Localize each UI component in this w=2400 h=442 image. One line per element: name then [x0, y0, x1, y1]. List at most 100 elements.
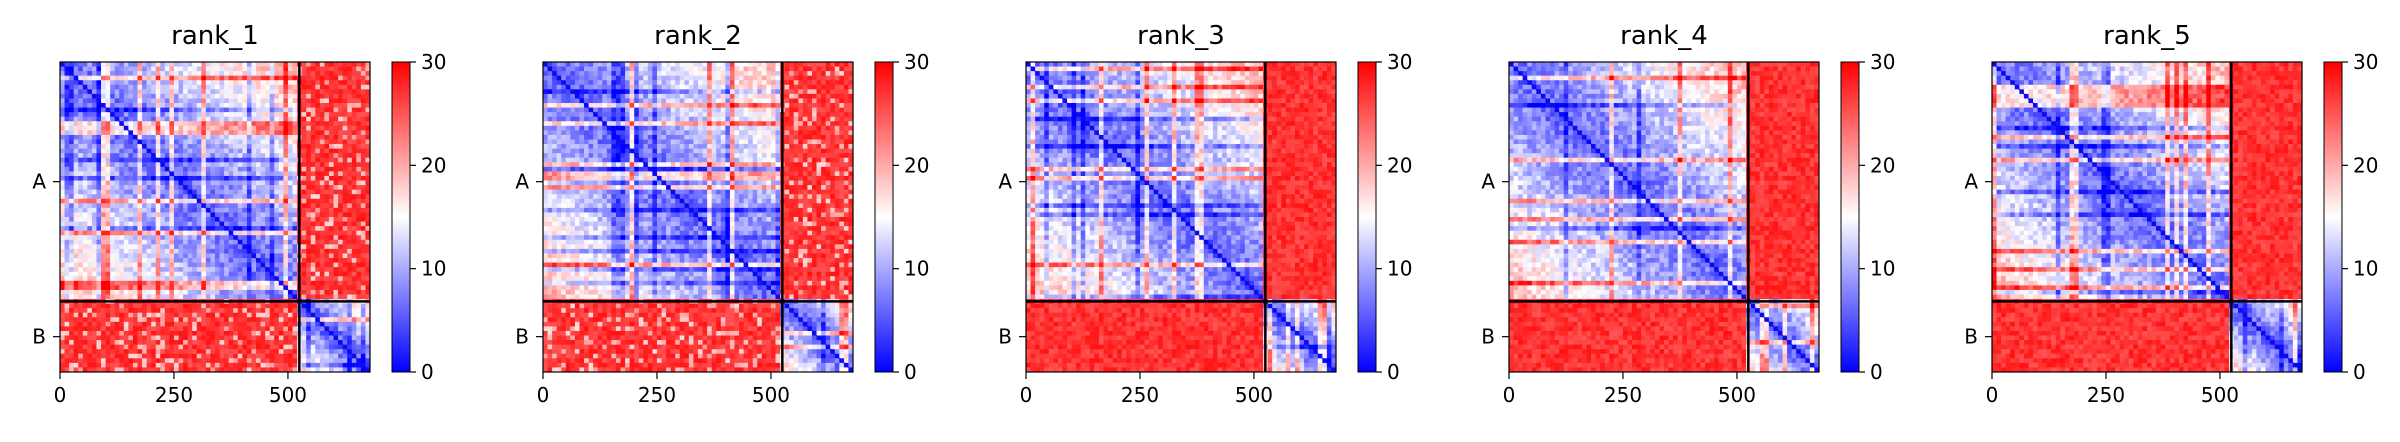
heatmap-cell [210, 135, 215, 140]
heatmap-cell [65, 258, 70, 263]
heatmap-cell [238, 167, 243, 172]
heatmap-cell [270, 208, 275, 213]
heatmap-cell [256, 94, 261, 99]
heatmap-cell [128, 171, 133, 176]
heatmap-cell [65, 281, 70, 286]
heatmap-cell [69, 267, 74, 272]
heatmap-cell [169, 226, 174, 231]
heatmap-cell [119, 85, 124, 90]
heatmap-cell [274, 249, 279, 254]
heatmap-cell [329, 158, 334, 163]
heatmap-cell [78, 203, 83, 208]
heatmap-cell [60, 267, 65, 272]
heatmap-cell [242, 94, 247, 99]
heatmap-cell [174, 126, 179, 131]
heatmap-cell [69, 322, 74, 327]
heatmap-cell [315, 194, 320, 199]
heatmap-cell [147, 194, 152, 199]
heatmap-cell [238, 208, 243, 213]
heatmap-cell [242, 345, 247, 350]
heatmap-cell [844, 71, 849, 76]
heatmap-cell [270, 149, 275, 154]
heatmap-cell [220, 276, 225, 281]
heatmap-cell [329, 326, 334, 331]
heatmap-cell [115, 135, 120, 140]
heatmap-cell [115, 89, 120, 94]
heatmap-cell [133, 190, 138, 195]
heatmap-cell [156, 322, 161, 327]
heatmap-cell [188, 212, 193, 217]
heatmap-cell [169, 249, 174, 254]
heatmap-cell [115, 130, 120, 135]
heatmap-cell [288, 126, 293, 131]
heatmap-cell [133, 235, 138, 240]
heatmap-cell [675, 62, 680, 67]
heatmap-cell [65, 240, 70, 245]
heatmap-cell [324, 112, 329, 117]
heatmap-cell [151, 67, 156, 72]
heatmap-cell [169, 194, 174, 199]
heatmap-cell [142, 295, 147, 300]
heatmap-cell [69, 76, 74, 81]
heatmap-cell [151, 272, 156, 277]
heatmap-cell [762, 80, 767, 85]
heatmap-cell [233, 153, 238, 158]
heatmap-cell [220, 98, 225, 103]
heatmap-cell [160, 263, 165, 268]
heatmap-cell [65, 336, 70, 341]
heatmap-cell [242, 162, 247, 167]
heatmap-cell [306, 285, 311, 290]
heatmap-cell [92, 185, 97, 190]
heatmap-cell [324, 349, 329, 354]
heatmap-cell [133, 153, 138, 158]
heatmap-cell [60, 272, 65, 277]
heatmap-cell [69, 354, 74, 359]
heatmap-cell [210, 176, 215, 181]
heatmap-cell [96, 181, 101, 186]
heatmap-cell [247, 240, 252, 245]
heatmap-cell [334, 267, 339, 272]
heatmap-cell [712, 71, 717, 76]
heatmap-cell [238, 354, 243, 359]
heatmap-cell [151, 71, 156, 76]
heatmap-cell [169, 217, 174, 222]
heatmap-cell [753, 80, 758, 85]
heatmap-cell [133, 199, 138, 204]
heatmap-cell [229, 258, 234, 263]
heatmap-cell [110, 322, 115, 327]
heatmap-cell [210, 345, 215, 350]
heatmap-cell [334, 80, 339, 85]
heatmap-cell [124, 171, 129, 176]
heatmap-cell [343, 135, 348, 140]
heatmap-cell [188, 194, 193, 199]
heatmap-cell [92, 345, 97, 350]
heatmap-cell [133, 194, 138, 199]
heatmap-cell [361, 276, 366, 281]
heatmap-cell [265, 208, 270, 213]
heatmap-cell [169, 263, 174, 268]
heatmap-cell [156, 222, 161, 227]
heatmap-cell [60, 130, 65, 135]
heatmap-cell [320, 285, 325, 290]
heatmap-cell [220, 354, 225, 359]
heatmap-cell [242, 176, 247, 181]
heatmap-cell [265, 322, 270, 327]
heatmap-cell [279, 149, 284, 154]
heatmap-cell [361, 144, 366, 149]
heatmap-cell [315, 144, 320, 149]
heatmap-cell [671, 67, 676, 72]
heatmap-cell [220, 253, 225, 258]
heatmap-cell [156, 108, 161, 113]
heatmap-cell [288, 267, 293, 272]
heatmap-cell [83, 130, 88, 135]
heatmap-cell [106, 199, 111, 204]
heatmap-cell [124, 304, 129, 309]
heatmap-cell [347, 340, 352, 345]
heatmap-cell [128, 108, 133, 113]
heatmap-cell [169, 190, 174, 195]
heatmap-cell [261, 158, 266, 163]
heatmap-cell [83, 162, 88, 167]
heatmap-cell [83, 212, 88, 217]
heatmap-cell [338, 253, 343, 258]
heatmap-cell [835, 67, 840, 72]
